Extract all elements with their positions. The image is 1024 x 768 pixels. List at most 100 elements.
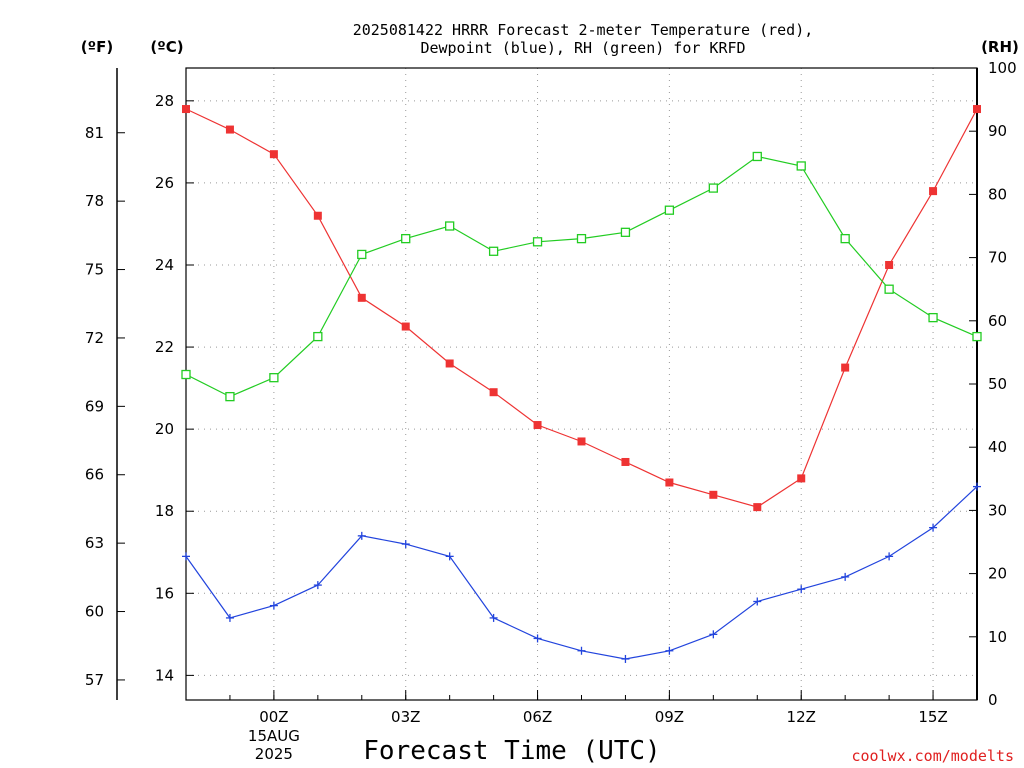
plot-frame [185,67,978,701]
rh-tick-label: 10 [988,628,1007,646]
temperature-point [445,359,454,368]
temperature-point [973,105,981,114]
celsius-unit-label: (ºC) [150,38,183,56]
x-tick-sublabel: 2025 [255,745,293,763]
rh-tick-label: 100 [988,59,1017,77]
rh-point [708,183,718,193]
rh-point [488,246,499,256]
fahrenheit-tick-label: 63 [85,534,104,552]
temperature-point [929,187,938,196]
rh-unit-label: (RH) [981,38,1019,56]
fahrenheit-tick-label: 72 [85,329,104,347]
celsius-tick-label: 22 [155,338,174,356]
rh-tick-label: 70 [988,249,1007,267]
dewpoint-point [841,572,850,581]
temperature-point [489,388,498,397]
celsius-tick-label: 20 [155,420,174,438]
fahrenheit-tick-label: 66 [85,466,104,484]
dewpoint-line [185,486,978,660]
temperature-point [533,421,542,430]
rh-point [576,233,587,244]
celsius-tick-label: 16 [155,584,174,602]
rh-point [357,249,367,260]
credit-text: coolwx.com/modelts [851,747,1014,765]
rh-point [225,391,235,402]
rh-line [185,155,978,398]
rh-tick-label: 40 [988,438,1007,456]
axes-ticks: 14 16 18 20 22 24 26 28 57 60 63 66 69 72 75 78 81 0 10 20 3… [85,59,1017,763]
rh-point [840,233,850,244]
temperature-point [753,503,762,512]
rh-point [313,331,323,342]
dewpoint-point [489,613,498,622]
temperature-point [401,322,410,331]
temperature-point [797,474,806,483]
dewpoint-point [182,552,190,561]
x-tick-label: 09Z [655,708,684,726]
rh-tick-label: 90 [988,122,1007,140]
dewpoint-point [973,482,981,491]
celsius-tick-label: 26 [155,174,174,192]
temperature-point [313,211,322,220]
rh-point [752,151,762,162]
dewpoint-point [577,646,586,655]
rh-point [401,233,411,244]
temperature-point [182,105,190,114]
rh-tick-label: 50 [988,375,1007,393]
dewpoint-point [709,630,718,639]
rh-point [972,331,982,342]
x-tick-label: 00Z [259,708,288,726]
x-tick-label: 06Z [523,708,552,726]
dewpoint-point [445,552,454,561]
dewpoint-point [401,540,410,549]
rh-point [928,312,938,323]
dewpoint-point [797,585,806,594]
rh-point [532,237,543,247]
chart-title-line-2: Dewpoint (blue), RH (green) for KRFD [420,39,745,57]
dewpoint-point [533,634,542,643]
temperature-point [885,260,894,269]
rh-point [620,227,631,237]
dewpoint-point [753,597,762,606]
x-tick-label: 15Z [918,708,947,726]
temperature-point [709,490,718,499]
data-series [181,105,982,663]
rh-tick-label: 80 [988,185,1007,203]
celsius-tick-label: 24 [155,256,174,274]
dewpoint-point [621,654,630,663]
rh-point [269,373,279,383]
dewpoint-point [225,613,234,622]
dewpoint-point [313,581,322,590]
dewpoint-point [885,552,894,561]
celsius-tick-label: 14 [155,666,174,684]
fahrenheit-tick-label: 69 [85,397,104,415]
dewpoint-point [269,601,278,610]
x-tick-label: 03Z [391,708,420,726]
rh-tick-label: 0 [988,691,998,709]
rh-point [884,284,894,294]
dewpoint-point [357,531,366,540]
fahrenheit-tick-label: 78 [85,192,104,210]
temperature-point [621,457,630,466]
x-tick-label: 12Z [787,708,816,726]
x-tick-sublabel: 15AUG [248,727,300,745]
temperature-point [225,125,234,134]
temperature-point [665,478,674,487]
rh-tick-label: 20 [988,565,1007,583]
celsius-tick-label: 28 [155,92,174,110]
rh-point [181,369,191,380]
chart-title-line-1: 2025081422 HRRR Forecast 2-meter Tempera… [353,21,814,39]
temperature-point [841,363,850,372]
fahrenheit-tick-label: 57 [85,671,104,689]
rh-point [664,205,675,215]
temperature-line [185,108,978,508]
rh-point [796,161,806,171]
dewpoint-point [665,646,674,655]
rh-point [445,221,455,231]
rh-tick-label: 60 [988,312,1007,330]
grid-lines [186,68,977,700]
temperature-point [357,293,366,302]
temperature-point [577,437,586,446]
temperature-point [269,150,278,159]
